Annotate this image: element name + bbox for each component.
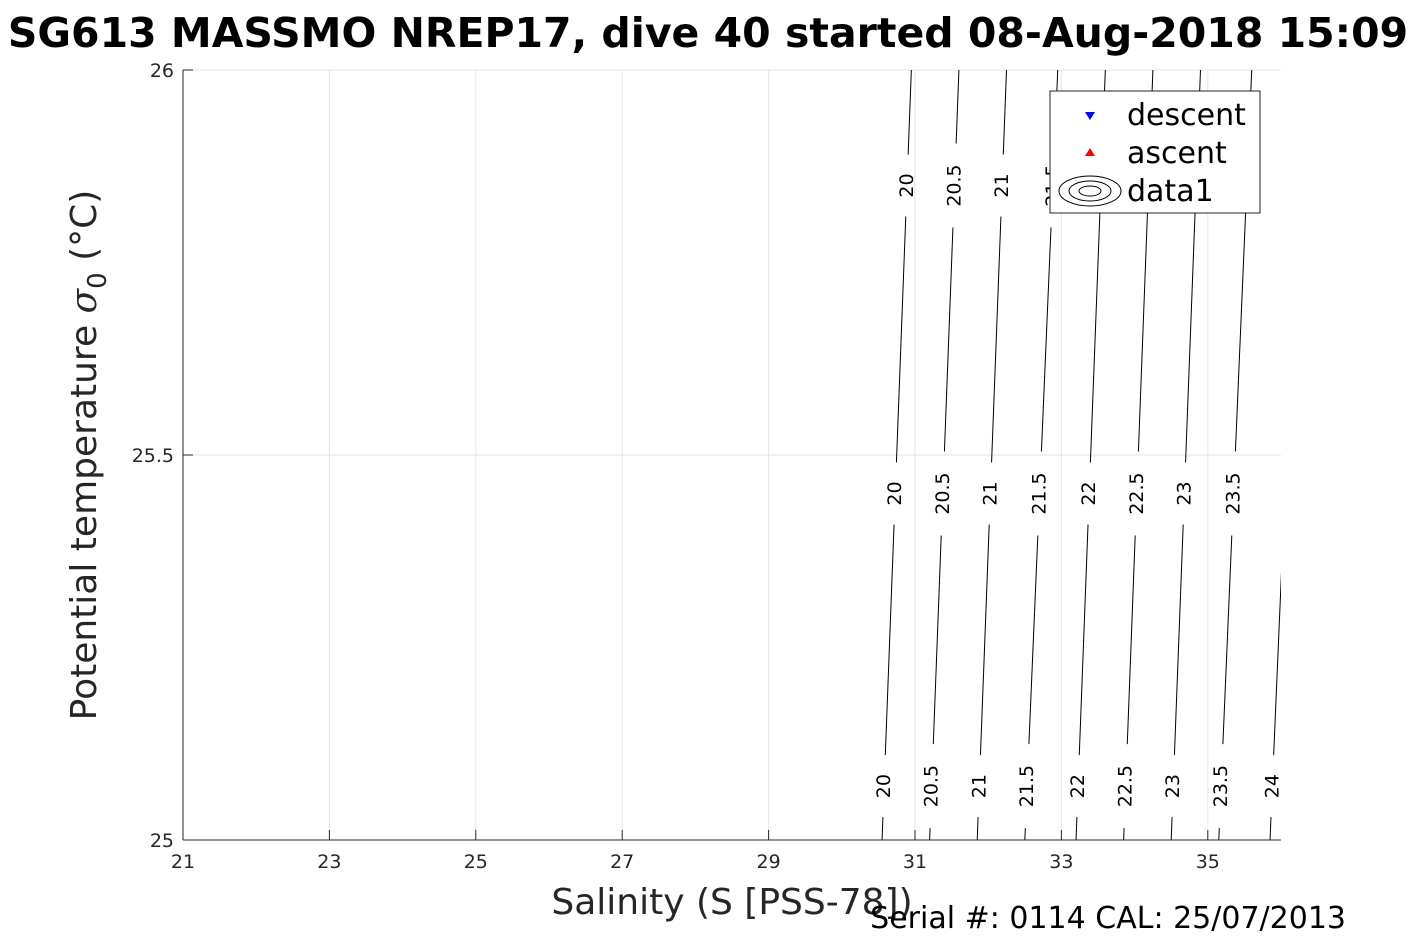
contour-line-20 bbox=[907, 70, 912, 155]
x-axis-label: Salinity (S [PSS-78]) bbox=[551, 882, 912, 923]
contour-line-20 bbox=[881, 817, 884, 840]
x-tick-label: 21 bbox=[171, 851, 195, 873]
contour-label: 21.5 bbox=[1016, 765, 1038, 807]
contour-label: 21.5 bbox=[1029, 472, 1051, 514]
contour-label: 22 bbox=[1078, 481, 1100, 505]
contour-line-20.5 bbox=[943, 227, 954, 452]
legend-box bbox=[1049, 90, 1261, 214]
density-contours: 20202020.520.520.521212121.521.521.52222… bbox=[873, 70, 1283, 840]
contour-line-22 bbox=[1075, 817, 1078, 840]
contour-label: 22.5 bbox=[1126, 472, 1148, 514]
contour-label: 23 bbox=[1173, 481, 1195, 505]
contour-label: 20.5 bbox=[944, 164, 966, 206]
contour-line-23 bbox=[1173, 524, 1184, 756]
contour-line-24 bbox=[1269, 817, 1272, 840]
contour-line-23.5 bbox=[1218, 828, 1220, 840]
contour-label: 20.5 bbox=[921, 765, 943, 807]
contour-line-21 bbox=[976, 817, 979, 840]
grid-lines bbox=[183, 69, 1281, 840]
x-tick-label: 25 bbox=[464, 851, 488, 873]
contour-label: 23.5 bbox=[1210, 765, 1232, 807]
y-tick-label: 26 bbox=[150, 60, 174, 82]
contour-label: 23.5 bbox=[1223, 472, 1245, 514]
y-axis-label: Potential temperature σ0 (°C) bbox=[64, 190, 113, 721]
contour-line-21 bbox=[1002, 70, 1007, 155]
x-tick-label: 31 bbox=[903, 851, 927, 873]
contour-line-21.5 bbox=[1028, 535, 1039, 745]
x-tick-label: 33 bbox=[1049, 851, 1073, 873]
x-tick-label: 23 bbox=[317, 851, 341, 873]
x-tick-label: 35 bbox=[1196, 851, 1220, 873]
contour-line-21.5 bbox=[1040, 227, 1052, 452]
contour-label: 20 bbox=[873, 774, 895, 798]
contour-line-23.5 bbox=[1222, 535, 1233, 745]
contour-line-23 bbox=[1170, 817, 1173, 840]
axis-ticks: 21 23 25 27 29 31 33 35 25 25.5 26 bbox=[132, 60, 1220, 873]
contour-label: 21 bbox=[979, 481, 1001, 505]
contour-label: 23 bbox=[1162, 774, 1184, 798]
contour-line-21 bbox=[991, 216, 1002, 463]
contour-line-21 bbox=[979, 524, 990, 756]
contour-label: 22 bbox=[1067, 774, 1089, 798]
legend-data1-label: data1 bbox=[1127, 174, 1214, 209]
contour-label: 20.5 bbox=[932, 472, 954, 514]
chart-title: SG613 MASSMO NREP17, dive 40 started 08-… bbox=[8, 9, 1408, 57]
legend-descent-marker bbox=[1085, 112, 1095, 120]
serial-cal-text: Serial #: 0114 CAL: 25/07/2013 bbox=[870, 901, 1346, 936]
contour-label: 21 bbox=[991, 173, 1013, 197]
contour-label: 21 bbox=[968, 774, 990, 798]
contour-line-20 bbox=[895, 216, 907, 463]
legend-ascent-label: ascent bbox=[1127, 136, 1227, 171]
y-tick-label: 25 bbox=[150, 830, 174, 852]
legend-contour-icon bbox=[1058, 175, 1122, 207]
contour-label: 24 bbox=[1261, 774, 1283, 798]
legend-descent-label: descent bbox=[1127, 98, 1246, 133]
contour-line-24 bbox=[1273, 571, 1281, 756]
contour-line-20.5 bbox=[955, 70, 960, 144]
legend: descent ascent data1 bbox=[1049, 90, 1261, 214]
contour-line-20 bbox=[884, 524, 895, 756]
contour-line-22 bbox=[1078, 524, 1089, 756]
x-tick-label: 29 bbox=[757, 851, 781, 873]
x-tick-label: 27 bbox=[610, 851, 634, 873]
y-tick-label: 25.5 bbox=[132, 445, 174, 467]
contour-label: 22.5 bbox=[1115, 765, 1137, 807]
contour-line-21.5 bbox=[1024, 828, 1026, 840]
contour-label: 20 bbox=[896, 173, 918, 197]
contour-line-22.5 bbox=[1126, 535, 1136, 745]
contour-line-20.5 bbox=[932, 535, 942, 745]
legend-ascent-marker bbox=[1085, 148, 1095, 156]
contour-label: 20 bbox=[884, 481, 906, 505]
